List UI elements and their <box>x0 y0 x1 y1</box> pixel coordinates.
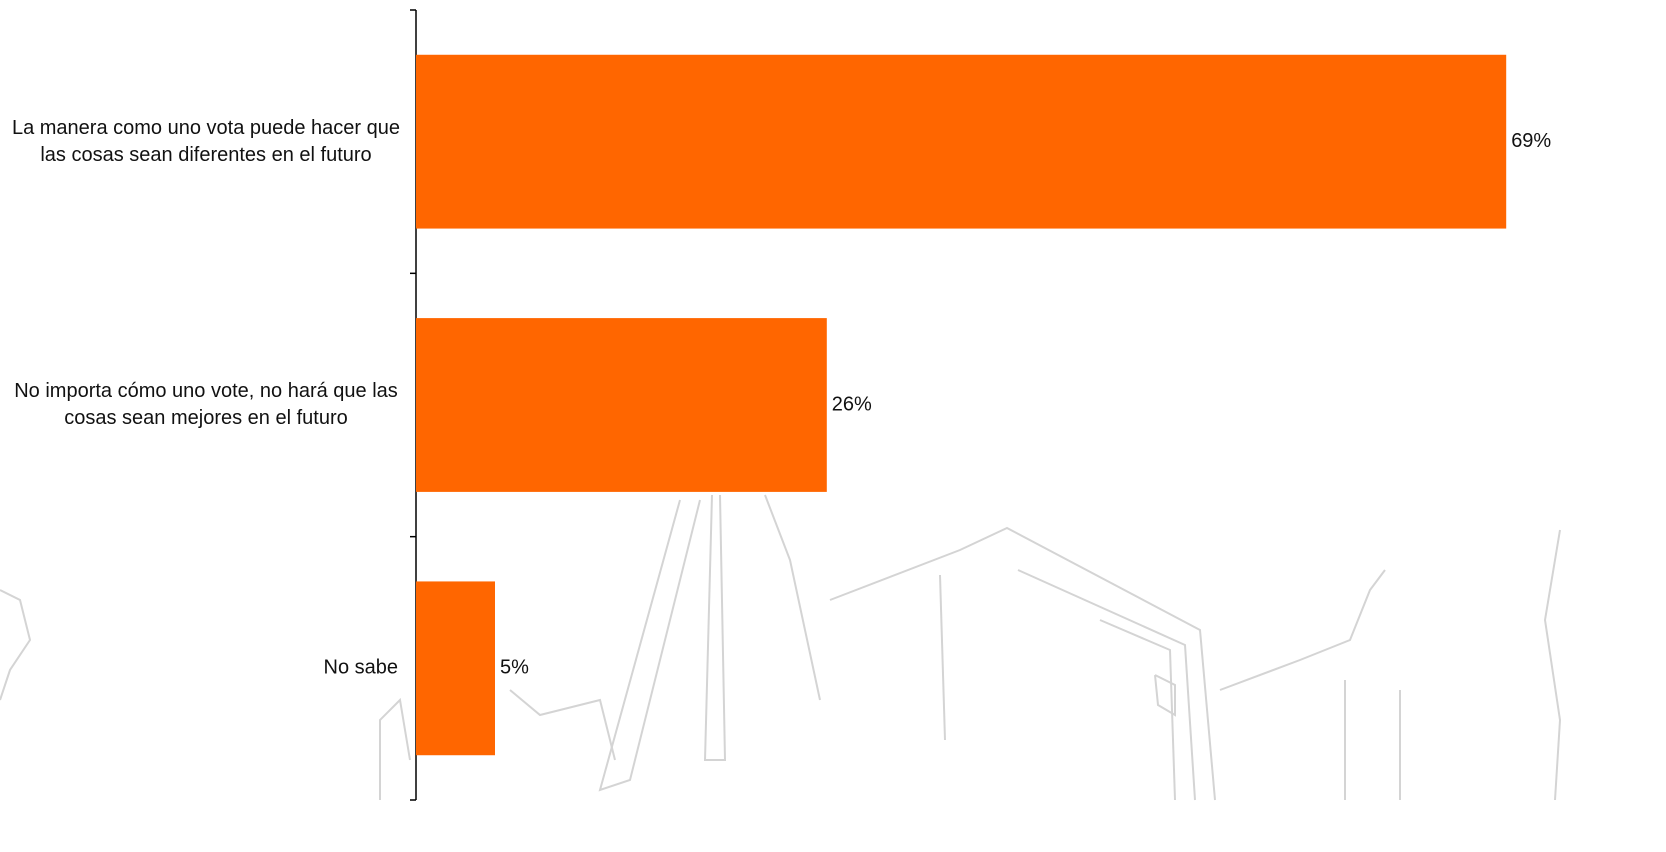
value-label: 5% <box>500 657 529 679</box>
category-label: La manera como uno vota puede hacer que … <box>11 116 401 166</box>
category-label: No importa cómo uno vote, no hará que la… <box>14 380 398 429</box>
value-label: 69% <box>1511 130 1551 152</box>
bar <box>416 54 1507 229</box>
value-label: 26% <box>832 393 872 415</box>
bar <box>416 318 827 492</box>
background-sketch <box>0 494 1562 801</box>
category-label: No sabe <box>323 656 399 679</box>
bar <box>416 581 495 756</box>
